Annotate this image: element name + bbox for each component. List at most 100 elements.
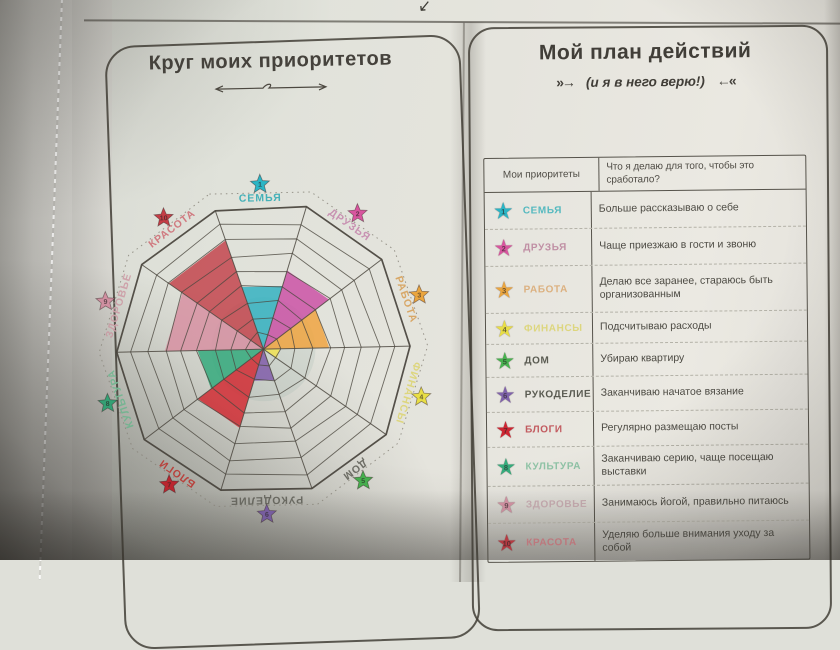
action-text: Делаю все заранее, стараюсь быть организ… (599, 273, 773, 301)
radar-radial-line (263, 258, 382, 350)
table-row: ★ 10 КРАСОТА Уделяю больше внимания уходу з… (488, 521, 809, 562)
radar-sector-label: КРАСОТА (146, 207, 198, 250)
radar-sector-fill (164, 292, 264, 352)
radar-star-icon (94, 290, 116, 311)
priority-star-icon: ★ 9 (494, 491, 519, 517)
radar-sector-label: ДОМ (340, 456, 369, 482)
priority-cell: ★ 6 РУКОДЕЛИЕ (486, 376, 594, 412)
action-text: Заканчиваю серию, чаще посещаю выставки (601, 450, 774, 478)
action-cell: Делаю все заранее, стараюсь быть организ… (592, 264, 806, 312)
radar-sector-fill (263, 309, 330, 350)
priority-label: ФИНАНСЫ (523, 322, 583, 335)
radar-sector-fill (168, 240, 264, 350)
table-row: ★ 6 РУКОДЕЛИЕ Заканчиваю начатое вязание (486, 374, 808, 413)
radar-grid-ring (244, 331, 282, 367)
right-page-frame (467, 24, 833, 632)
radar-sector-label: РАБОТА (392, 275, 419, 325)
action-cell: Заканчиваю серию, чаще посещаю выставки (594, 445, 808, 485)
priority-cell: ★ 5 ДОМ (486, 343, 594, 377)
star-number: 10 (502, 539, 511, 549)
photo-vignette (0, 0, 840, 560)
star-number: 9 (504, 501, 509, 511)
radar-star-number: 9 (103, 299, 107, 306)
radar-star-number: 5 (361, 478, 365, 485)
right-page-subtitle: (и я в него верю!) (585, 73, 705, 90)
radar-radial-line (141, 264, 264, 350)
radar-grid-ring (147, 238, 381, 462)
shadow-bottom-left (0, 0, 840, 560)
table-header-row: Мои приоритеты Что я делаю для того, что… (484, 155, 806, 193)
radar-radial-line (262, 349, 313, 489)
page-gutter-shade (450, 22, 486, 582)
action-cell: Чаще приезжаю в гости и звоню (592, 227, 806, 265)
star-number: 2 (501, 244, 506, 254)
right-page: Мой план действий »→ (и я в него верю!) … (483, 39, 811, 563)
radar-grid-ring (115, 205, 411, 491)
action-text: Больше рассказываю о себе (598, 201, 739, 216)
shadow-top-left (0, 0, 840, 560)
left-page: Круг моих приоритетов СЕМЬЯ ДРУЗЬЯ РАБОТА Ф… (94, 47, 432, 524)
page-gutter-line (459, 22, 465, 582)
radar-star-number: 10 (160, 215, 168, 222)
radar-radial-line (262, 206, 307, 350)
cut-arrow-icon: ↙ (417, 0, 433, 16)
paper-background (0, 0, 840, 560)
table-row: ★ 3 РАБОТА Делаю все заранее, стараюсь быть… (485, 263, 807, 314)
action-cell: Заканчиваю начатое вязание (594, 375, 808, 411)
left-page-frame (104, 34, 482, 650)
stitch-perforation-line (38, 0, 64, 580)
priority-star-icon: ★ 6 (493, 381, 518, 408)
radar-sector-fill (263, 270, 329, 350)
star-glyph: ★ (493, 234, 515, 261)
subtitle-arrow-right-icon: ←« (716, 72, 735, 89)
action-text: Чаще приезжаю в гости и звоню (599, 238, 757, 253)
table-row: ★ 8 КУЛЬТУРА Заканчиваю серию, чаще посещаю… (487, 444, 809, 487)
radar-radial-line (143, 348, 264, 440)
table-row: ★ 2 ДРУЗЬЯ Чаще приезжаю в гости и звоню (484, 226, 807, 267)
table-row: ★ 1 СЕМЬЯ Больше рассказываю о себе (484, 189, 806, 230)
page-left-margin (72, 0, 112, 560)
action-text: Убираю квартиру (600, 352, 685, 366)
radar-radial-line (116, 348, 264, 353)
action-cell: Регулярно размещаю посты (594, 410, 808, 446)
action-text: Занимаюсь йогой, правильно питаюсь (601, 495, 789, 510)
radar-grid-ring (195, 285, 332, 414)
radar-sector-label: КУЛЬТУРА (105, 368, 136, 430)
action-text: Заканчиваю начатое вязание (600, 385, 744, 400)
radar-star-number: 1 (258, 182, 262, 189)
radar-star-number: 2 (356, 211, 360, 218)
action-cell: Занимаюсь йогой, правильно питаюсь (595, 484, 809, 522)
action-text: Подсчитываю расходы (599, 320, 712, 334)
star-glyph: ★ (495, 416, 517, 443)
radar-star-number: 7 (167, 482, 171, 489)
action-plan-table: Мои приоритеты Что я делаю для того, что… (483, 154, 811, 563)
priority-label: РАБОТА (523, 283, 568, 296)
priority-label: КРАСОТА (526, 536, 577, 549)
priority-label: ДРУЗЬЯ (523, 241, 567, 254)
priority-star-icon: ★ 5 (492, 347, 517, 373)
radar-star-number: 3 (417, 292, 421, 299)
radar-star-number: 4 (419, 394, 423, 401)
radar-radial-line (263, 345, 411, 350)
radar-grid-ring (130, 223, 396, 476)
priority-label: СЕМЬЯ (522, 204, 563, 217)
radar-sector-label: БЛОГИ (157, 456, 198, 489)
radar-sector-label: РУКОДЕЛИЕ (230, 493, 303, 507)
col2-header: Что я делаю для того, чтобы это сработал… (606, 160, 754, 186)
radar-star-number: 6 (265, 512, 269, 519)
priority-cell: ★ 1 СЕМЬЯ (484, 191, 592, 229)
priority-star-icon: ★ 1 (491, 197, 516, 223)
action-cell: Уделяю больше внимания уходу за собой (595, 521, 809, 561)
star-number: 6 (503, 391, 508, 401)
action-text: Регулярно размещаю посты (601, 420, 739, 435)
star-glyph: ★ (494, 381, 516, 408)
priority-label: ЗДОРОВЬЕ (525, 498, 588, 511)
priority-cell: ★ 7 БЛОГИ (486, 411, 595, 447)
radar-sector-fill (241, 286, 283, 350)
star-number: 1 (501, 207, 506, 217)
table-body: ★ 1 СЕМЬЯ Больше рассказываю о себе ★ 2 ДРУЗЬЯ… (484, 189, 810, 562)
priority-label: РУКОДЕЛИЕ (524, 388, 592, 401)
priority-star-icon: ★ 8 (493, 453, 518, 479)
radar-sector-fill (253, 349, 275, 381)
radar-star-icon (97, 392, 119, 413)
